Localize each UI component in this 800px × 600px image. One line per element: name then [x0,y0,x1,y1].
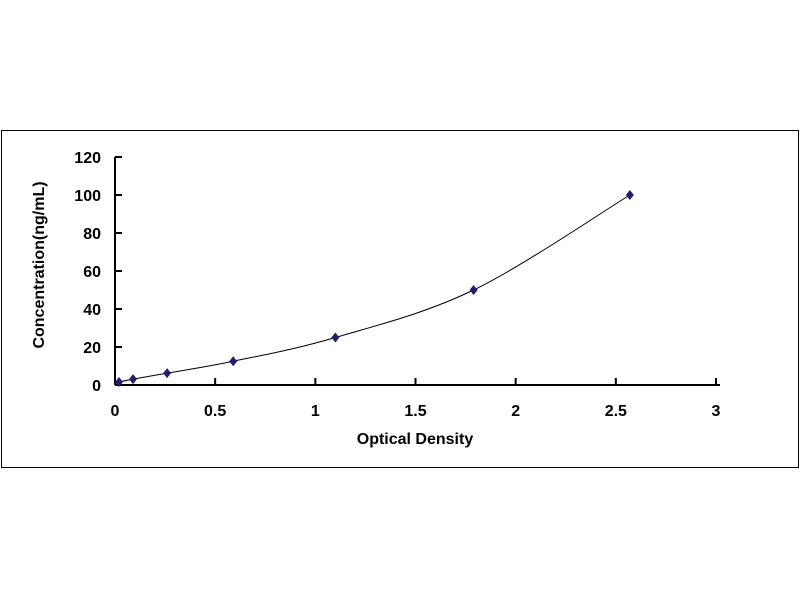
y-tick-label: 80 [83,226,101,243]
x-axis-label: Optical Density [357,431,474,448]
data-point [163,368,172,379]
data-point [129,374,138,385]
x-tick-label: 0.5 [204,403,226,420]
x-tick-label: 0 [111,403,120,420]
data-point [115,377,124,388]
y-tick-label: 100 [74,188,101,205]
y-tick-label: 60 [83,264,101,281]
x-tick-label: 1.5 [404,403,426,420]
data-point [229,356,238,367]
y-tick-label: 40 [83,302,101,319]
x-tick-label: 2.5 [605,403,627,420]
x-tick-label: 3 [712,403,721,420]
y-tick-label: 120 [74,150,101,167]
data-point [469,285,478,295]
chart-frame [1,130,799,468]
y-tick-label: 0 [92,378,101,395]
trendline [118,194,631,383]
data-point [625,190,634,200]
y-axis-label: Concentration(ng/mL) [31,181,48,348]
y-tick-label: 20 [83,340,101,357]
data-point [331,332,340,343]
x-tick-label: 1 [311,403,320,420]
x-tick-label: 2 [511,403,520,420]
